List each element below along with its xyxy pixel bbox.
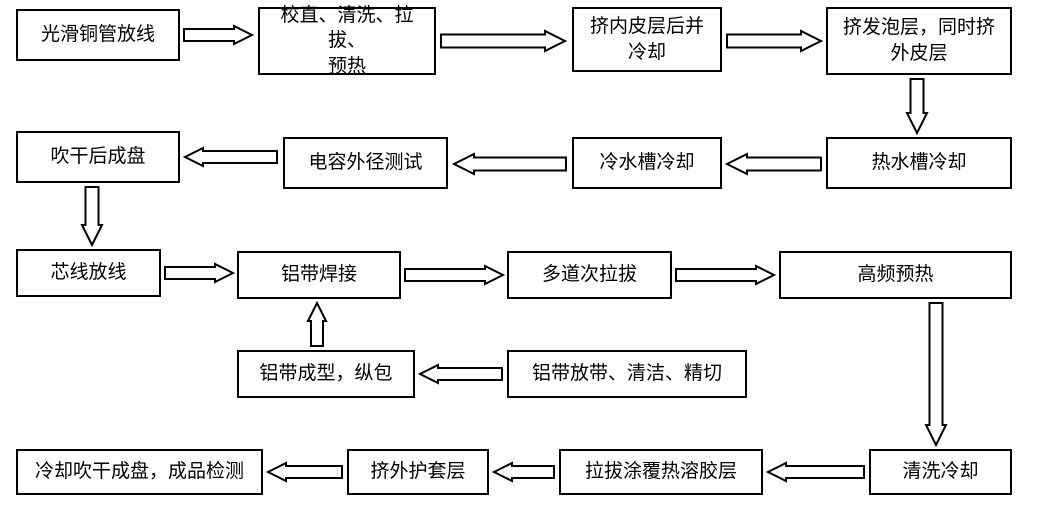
flow-node-label: 校直、清洗、拉拔、 预热 (264, 3, 430, 80)
flow-node-label: 冷却吹干成盘，成品检测 (35, 459, 244, 485)
flow-node-label: 清洗冷却 (902, 459, 978, 485)
flow-node-label: 挤发泡层，同时挤 外皮层 (843, 15, 995, 66)
flow-node-n8: 吹干后成盘 (16, 131, 180, 183)
flow-node-label: 吹干后成盘 (50, 144, 145, 170)
flow-arrow-n16-n17 (492, 461, 556, 483)
flow-arrow-n17-n18 (266, 461, 344, 483)
flow-node-n17: 挤外护套层 (347, 449, 489, 495)
flow-arrow-n1-n2 (182, 24, 254, 46)
flow-arrow-n9-n10 (163, 262, 235, 284)
flow-node-label: 光滑铜管放线 (41, 22, 155, 48)
flow-node-n7: 电容外径测试 (283, 137, 448, 189)
flow-arrow-n3-n4 (725, 29, 823, 53)
flow-node-n2: 校直、清洗、拉拔、 预热 (258, 7, 436, 75)
flow-node-label: 电容外径测试 (308, 150, 422, 176)
flow-node-label: 多道次拉拔 (542, 262, 637, 288)
flow-arrow-n12-n15 (924, 301, 948, 447)
flow-node-n4: 挤发泡层，同时挤 外皮层 (826, 7, 1012, 75)
flow-arrow-n6-n7 (452, 152, 568, 176)
flow-node-n16: 拉拔涂覆热溶胶层 (559, 449, 763, 495)
flow-node-n9: 芯线放线 (16, 249, 161, 297)
flow-node-label: 铝带放带、清洁、精切 (532, 361, 722, 387)
flow-node-n15: 清洗冷却 (869, 449, 1012, 495)
flow-arrow-n8-n9 (80, 185, 104, 247)
flow-node-n11: 多道次拉拔 (507, 251, 672, 299)
flow-arrow-n11-n12 (674, 264, 776, 286)
flow-arrow-n5-n6 (725, 152, 823, 176)
flow-node-n12: 高频预热 (779, 251, 1012, 299)
flow-node-n13: 铝带成型，纵包 (237, 350, 415, 398)
flow-arrow-n13-n10 (306, 301, 328, 348)
flow-node-label: 挤内皮层后并 冷却 (590, 14, 704, 65)
flow-node-n1: 光滑铜管放线 (16, 9, 180, 61)
flow-node-label: 芯线放线 (50, 260, 126, 286)
flow-arrow-n7-n8 (183, 146, 279, 168)
flow-node-n14: 铝带放带、清洁、精切 (507, 350, 747, 398)
flow-node-label: 热水槽冷却 (871, 150, 966, 176)
flow-node-label: 拉拔涂覆热溶胶层 (585, 459, 737, 485)
flowchart-stage: 光滑铜管放线 校直、清洗、拉拔、 预热 挤内皮层后并 冷却 挤发泡层，同时挤 外皮层热… (0, 0, 1055, 512)
flow-node-n5: 热水槽冷却 (826, 137, 1012, 189)
flow-node-label: 挤外护套层 (370, 459, 465, 485)
flow-arrow-n10-n11 (403, 264, 505, 286)
flow-arrow-n4-n5 (905, 77, 929, 135)
flow-node-label: 高频预热 (857, 262, 933, 288)
flow-node-label: 铝带焊接 (281, 262, 357, 288)
flow-arrow-n14-n13 (418, 363, 504, 385)
flow-node-n10: 铝带焊接 (237, 251, 401, 299)
flow-node-n18: 冷却吹干成盘，成品检测 (16, 449, 263, 495)
flow-node-n6: 冷水槽冷却 (572, 137, 722, 189)
flow-node-label: 冷水槽冷却 (599, 150, 694, 176)
flow-arrow-n2-n3 (439, 29, 567, 53)
flow-arrow-n15-n16 (766, 461, 866, 483)
flow-node-n3: 挤内皮层后并 冷却 (572, 7, 722, 72)
flow-node-label: 铝带成型，纵包 (259, 361, 392, 387)
